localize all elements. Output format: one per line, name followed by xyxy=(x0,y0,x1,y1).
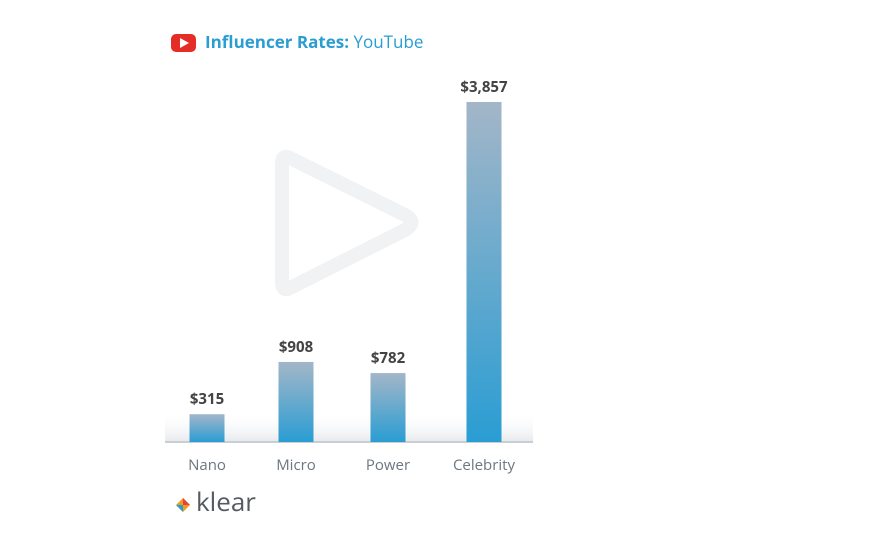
chart-title: Influencer Rates: YouTube xyxy=(205,30,423,53)
bar xyxy=(278,361,314,442)
bar xyxy=(466,102,502,442)
logo-mark xyxy=(183,498,190,505)
brand-logo: klear xyxy=(176,483,256,519)
x-tick-label: Celebrity xyxy=(453,455,516,475)
value-label: $315 xyxy=(190,389,224,409)
bars: $315 Nano $908 Micro $782 Power $3,857 Celebrit… xyxy=(188,77,515,475)
bar xyxy=(189,414,225,442)
value-label: $782 xyxy=(371,348,406,368)
youtube-icon-play xyxy=(180,38,189,48)
x-tick-label: Micro xyxy=(276,455,316,475)
bar xyxy=(370,373,406,442)
value-label: $3,857 xyxy=(460,77,508,97)
logo-mark xyxy=(176,505,183,512)
play-watermark xyxy=(275,149,419,297)
x-tick-label: Nano xyxy=(188,455,226,475)
brand-name: klear xyxy=(196,483,256,519)
x-tick-label: Power xyxy=(366,455,410,475)
value-label: $908 xyxy=(279,337,314,357)
